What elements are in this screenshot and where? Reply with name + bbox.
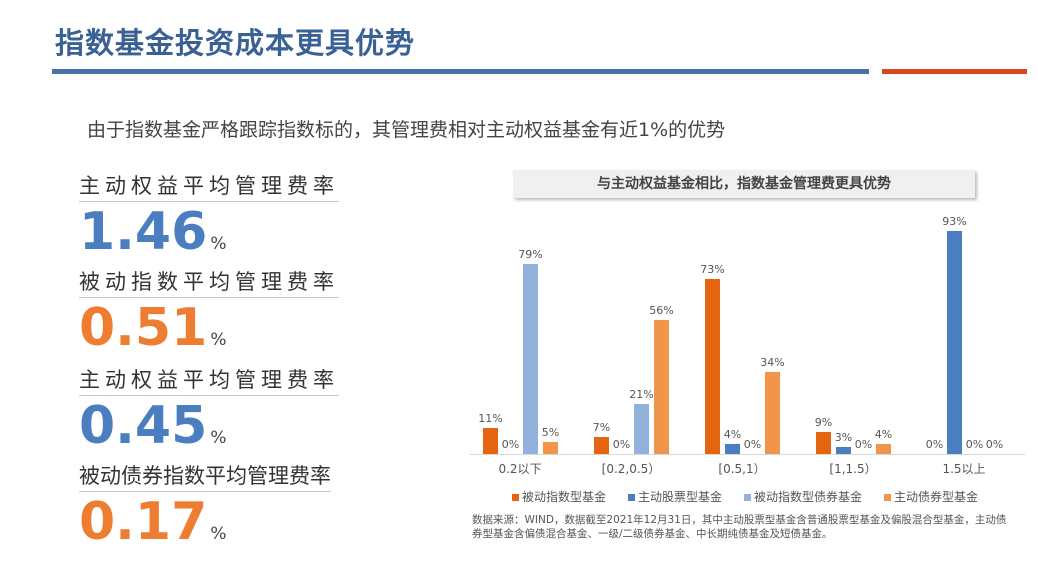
title-underline-red (882, 69, 1027, 74)
x-axis-category-label: [0.2,0.5） (601, 462, 661, 476)
stat-value: 0.51% (79, 298, 227, 358)
bar-value-label: 3% (834, 430, 853, 444)
stat-label: 主动权益平均管理费率 (79, 364, 339, 396)
chart-title: 与主动权益基金相比，指数基金管理费更具优势 (513, 170, 975, 198)
legend-item: 被动指数型基金 (512, 488, 606, 505)
bar (634, 403, 649, 454)
bar-value-label: 79% (518, 248, 543, 262)
bar-value-label: 4% (723, 428, 742, 442)
legend-label: 主动股票型基金 (638, 490, 723, 504)
bar-value-label: 56% (649, 303, 674, 317)
stat-value: 1.46% (79, 202, 227, 262)
x-axis-line (470, 454, 1025, 455)
bar (654, 319, 669, 454)
page-title: 指数基金投资成本更具优势 (55, 26, 416, 60)
legend-item: 主动股票型基金 (628, 488, 722, 505)
stat-value: 0.45% (79, 396, 227, 456)
legend-swatch-icon (884, 494, 892, 501)
bar (725, 444, 740, 454)
bar-value-label: 0% (612, 438, 631, 451)
bar-value-label: 4% (874, 428, 893, 442)
bar-value-label: 0% (985, 438, 1004, 451)
legend-item: 被动指数型债券基金 (744, 488, 862, 505)
title-underline-blue (52, 69, 869, 74)
subtitle: 由于指数基金严格跟踪指数标的，其管理费相对主动权益基金有近1%的优势 (87, 119, 726, 141)
legend-item: 主动债券型基金 (884, 488, 978, 505)
legend-label: 被动指数型债券基金 (754, 490, 863, 504)
bar-value-label: 93% (942, 214, 967, 228)
bar (483, 427, 498, 454)
bar-value-label: 5% (541, 426, 560, 439)
legend-swatch-icon (628, 494, 636, 501)
bar-value-label: 7% (592, 421, 611, 435)
bar (765, 372, 780, 454)
stat-label: 被动指数平均管理费率 (79, 266, 339, 298)
bar (876, 444, 891, 454)
bar-value-label: 0% (501, 438, 520, 451)
bar-value-label: 11% (478, 411, 503, 425)
x-axis-category-label: [0.5,1） (718, 462, 766, 476)
legend-swatch-icon (512, 494, 519, 501)
legend-label: 主动债券型基金 (894, 490, 979, 504)
chart-legend: 被动指数型基金 主动股票型基金 被动指数型债券基金 主动债券型基金 (512, 488, 978, 505)
bar-value-label: 0% (965, 438, 984, 451)
stat-value: 0.17% (79, 492, 227, 552)
x-axis-category-label: 1.5以上 (942, 462, 986, 476)
stat-passive-index-fee: 被动指数平均管理费率 0.51% (79, 266, 339, 368)
bar (947, 230, 962, 454)
bar-value-label: 21% (629, 387, 654, 401)
stat-active-equity-fee-2: 主动权益平均管理费率 0.45% (79, 364, 339, 466)
bar-value-label: 9% (814, 416, 833, 430)
x-axis-category-label: 0.2以下 (498, 462, 542, 476)
stat-label: 主动权益平均管理费率 (79, 170, 339, 202)
bar (523, 264, 538, 454)
legend-swatch-icon (744, 494, 752, 501)
bar-value-label: 73% (700, 262, 725, 276)
x-axis-category-label: [1,1.5） (829, 462, 877, 476)
bar-value-label: 0% (743, 438, 762, 451)
bar (543, 442, 558, 454)
stat-active-equity-fee: 主动权益平均管理费率 1.46% (79, 170, 339, 272)
legend-label: 被动指数型基金 (522, 490, 607, 504)
stat-label: 被动债券指数平均管理费率 (79, 460, 331, 492)
bar-value-label: 0% (854, 438, 873, 451)
bar (705, 278, 720, 454)
bar (836, 446, 851, 454)
bar-value-label: 0% (925, 438, 944, 451)
data-source-note: 数据来源：WIND，数据截至2021年12月31日，其中主动股票型基金含普通股票… (472, 514, 1007, 540)
bar (594, 437, 609, 454)
stat-passive-bond-index-fee: 被动债券指数平均管理费率 0.17% (79, 460, 331, 562)
bar (816, 432, 831, 454)
bar-value-label: 34% (760, 356, 785, 370)
